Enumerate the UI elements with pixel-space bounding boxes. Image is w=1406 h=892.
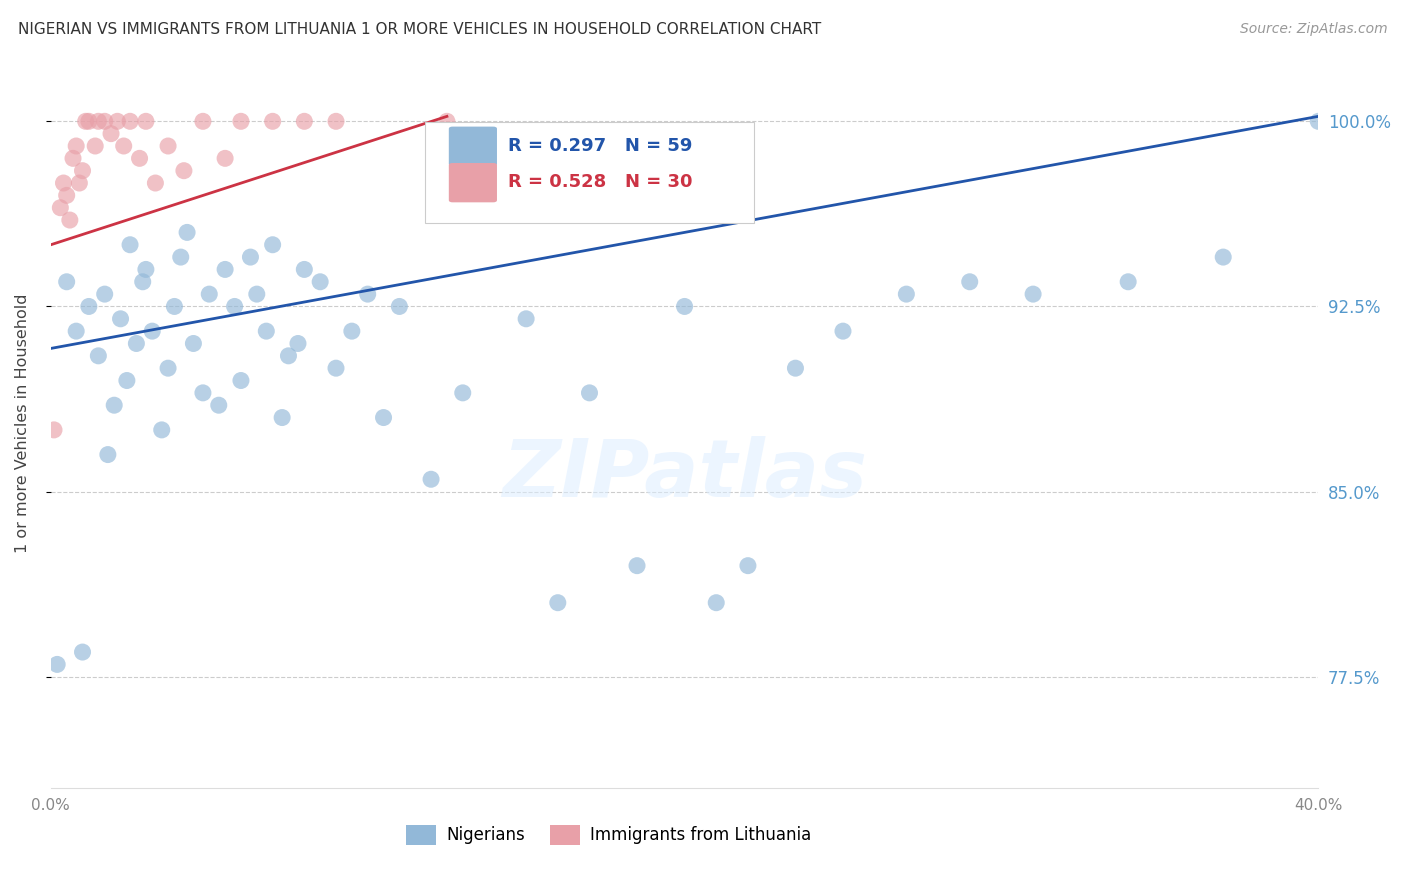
Point bbox=[191, 114, 214, 128]
Point bbox=[176, 226, 198, 240]
Point bbox=[55, 275, 77, 289]
Point bbox=[547, 596, 569, 610]
Point bbox=[704, 596, 727, 610]
Point bbox=[239, 250, 262, 264]
Point bbox=[170, 250, 193, 264]
Point bbox=[145, 176, 167, 190]
Point bbox=[1116, 275, 1139, 289]
Point bbox=[77, 114, 100, 128]
Point bbox=[75, 114, 97, 128]
Text: NIGERIAN VS IMMIGRANTS FROM LITHUANIA 1 OR MORE VEHICLES IN HOUSEHOLD CORRELATIO: NIGERIAN VS IMMIGRANTS FROM LITHUANIA 1 … bbox=[18, 22, 821, 37]
Point bbox=[141, 324, 163, 338]
Point bbox=[959, 275, 981, 289]
Point bbox=[673, 300, 696, 314]
Point bbox=[578, 385, 600, 400]
Point bbox=[65, 324, 87, 338]
Point bbox=[198, 287, 221, 301]
Point bbox=[173, 163, 195, 178]
Point bbox=[896, 287, 918, 301]
Point bbox=[224, 300, 246, 314]
Text: R = 0.297   N = 59: R = 0.297 N = 59 bbox=[509, 136, 693, 154]
Point bbox=[373, 410, 395, 425]
Point bbox=[1212, 250, 1234, 264]
Point bbox=[451, 385, 474, 400]
FancyBboxPatch shape bbox=[425, 121, 754, 224]
Point bbox=[72, 163, 94, 178]
Point bbox=[150, 423, 173, 437]
Point bbox=[128, 152, 150, 166]
Point bbox=[118, 237, 141, 252]
Point bbox=[115, 374, 138, 388]
Point bbox=[87, 349, 110, 363]
Point bbox=[65, 139, 87, 153]
Point bbox=[183, 336, 205, 351]
Point bbox=[246, 287, 269, 301]
Point bbox=[67, 176, 90, 190]
Point bbox=[132, 275, 155, 289]
Point bbox=[118, 114, 141, 128]
Point bbox=[72, 645, 94, 659]
Point bbox=[105, 114, 128, 128]
FancyBboxPatch shape bbox=[449, 127, 496, 166]
Point bbox=[214, 152, 236, 166]
Point bbox=[292, 114, 315, 128]
Point bbox=[325, 114, 347, 128]
Point bbox=[84, 139, 107, 153]
Point bbox=[515, 311, 537, 326]
Point bbox=[292, 262, 315, 277]
Point bbox=[110, 311, 132, 326]
Point bbox=[93, 287, 115, 301]
Point bbox=[357, 287, 380, 301]
Point bbox=[49, 201, 72, 215]
Point bbox=[125, 336, 148, 351]
Point bbox=[254, 324, 277, 338]
Point bbox=[229, 114, 252, 128]
FancyBboxPatch shape bbox=[449, 163, 496, 202]
Point bbox=[55, 188, 77, 202]
Point bbox=[93, 114, 115, 128]
Point bbox=[42, 423, 65, 437]
Point bbox=[100, 127, 122, 141]
Point bbox=[262, 114, 284, 128]
Point bbox=[52, 176, 75, 190]
Point bbox=[1022, 287, 1045, 301]
Point bbox=[87, 114, 110, 128]
Point bbox=[626, 558, 648, 573]
Point bbox=[325, 361, 347, 376]
Legend: Nigerians, Immigrants from Lithuania: Nigerians, Immigrants from Lithuania bbox=[406, 825, 811, 845]
Point bbox=[157, 139, 180, 153]
Y-axis label: 1 or more Vehicles in Household: 1 or more Vehicles in Household bbox=[15, 294, 30, 553]
Point bbox=[436, 114, 458, 128]
Point bbox=[229, 374, 252, 388]
Point bbox=[208, 398, 231, 412]
Point bbox=[1308, 114, 1330, 128]
Point bbox=[97, 448, 120, 462]
Point bbox=[214, 262, 236, 277]
Point bbox=[62, 152, 84, 166]
Point bbox=[832, 324, 855, 338]
Point bbox=[157, 361, 180, 376]
Text: ZIPatlas: ZIPatlas bbox=[502, 435, 868, 514]
Text: R = 0.528   N = 30: R = 0.528 N = 30 bbox=[509, 173, 693, 191]
Point bbox=[309, 275, 332, 289]
Point bbox=[135, 262, 157, 277]
Point bbox=[785, 361, 807, 376]
Point bbox=[191, 385, 214, 400]
Point bbox=[77, 300, 100, 314]
Point bbox=[262, 237, 284, 252]
Point bbox=[59, 213, 82, 227]
Point bbox=[737, 558, 759, 573]
Point bbox=[103, 398, 125, 412]
Point bbox=[388, 300, 411, 314]
Point bbox=[287, 336, 309, 351]
Point bbox=[271, 410, 294, 425]
Point bbox=[277, 349, 299, 363]
Point bbox=[135, 114, 157, 128]
Point bbox=[163, 300, 186, 314]
Point bbox=[112, 139, 135, 153]
Point bbox=[340, 324, 363, 338]
Text: Source: ZipAtlas.com: Source: ZipAtlas.com bbox=[1240, 22, 1388, 37]
Point bbox=[420, 472, 443, 486]
Point bbox=[46, 657, 69, 672]
